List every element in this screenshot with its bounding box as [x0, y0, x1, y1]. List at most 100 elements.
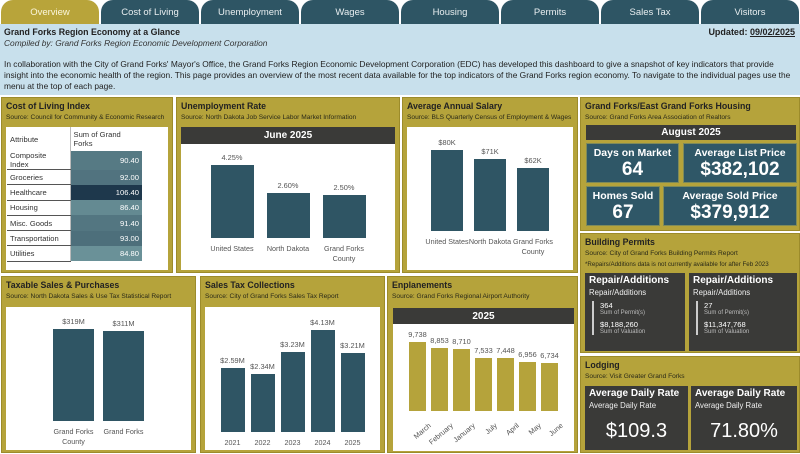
column-header[interactable]: Attribute [7, 127, 71, 151]
tab-wages[interactable]: Wages [301, 0, 399, 24]
unemployment-panel: Unemployment Rate Source: North Dakota J… [176, 97, 400, 273]
data-label: 2.50% [333, 183, 355, 193]
description: In collaboration with the City of Grand … [4, 59, 791, 91]
value-cell: 106.40 [70, 184, 142, 201]
attribute-cell: Healthcare [7, 184, 71, 201]
bar-chart: $2.59M 2021 $2.34M 2022 $3.23M 2023 $4.13M 2024… [205, 314, 380, 447]
bar[interactable] [541, 363, 558, 411]
tab-cost-of-living[interactable]: Cost of Living [101, 0, 199, 24]
period-banner: August 2025 [586, 125, 796, 140]
x-tick-label: 2022 [254, 438, 271, 447]
tile-value: 67 [612, 202, 634, 223]
card-metrics: 27 Sum of Permit(s) $11,347,768 Sum of Valu… [696, 301, 793, 335]
data-label: $71K [481, 147, 499, 157]
table-row: Healthcare 106.40 [7, 184, 142, 201]
x-tick-label: Grand Forks [103, 427, 144, 436]
data-label: $2.59M [220, 356, 245, 366]
updated-date: Updated: 09/02/2025 [708, 27, 795, 38]
enplanements-panel: Enplanements Source: Grand Forks Regiona… [387, 276, 578, 453]
card-subtitle: Average Daily Rate [695, 401, 763, 410]
card-title: Average Daily Rate [695, 388, 786, 399]
panel-source: Source: BLS Quarterly Census of Employme… [407, 114, 572, 121]
salary-panel: Average Annual Salary Source: BLS Quarte… [402, 97, 578, 273]
bar[interactable] [280, 352, 305, 432]
panel-title: Unemployment Rate [181, 101, 267, 111]
data-label: 8,853 [430, 336, 449, 346]
valuation-label: Sum of Valuation [600, 329, 646, 335]
tile-label: Average List Price [694, 147, 786, 159]
period-banner: 2025 [393, 308, 574, 324]
bar[interactable] [250, 374, 275, 432]
x-tick-label: North Dakota [468, 237, 512, 246]
sales-tax-panel: Sales Tax Collections Source: City of Gr… [200, 276, 385, 453]
bar[interactable] [431, 348, 448, 411]
tile-label: Homes Sold [592, 190, 654, 202]
occupancy-card: Average Daily Rate Average Daily Rate 71.8… [691, 386, 797, 450]
x-tick-label: 2024 [314, 438, 331, 447]
x-tick-label: Grand Forks County [53, 427, 94, 446]
valuation-label: Sum of Valuation [704, 329, 750, 335]
panel-source: Source: Visit Greater Grand Forks [585, 373, 685, 380]
tile-value: $379,912 [690, 202, 770, 223]
attribute-cell: Transportation [7, 230, 71, 247]
bar[interactable] [310, 330, 335, 432]
lodging-panel: Lodging Source: Visit Greater Grand Fork… [580, 356, 800, 453]
value-cell: 92.00 [70, 169, 142, 185]
data-label: 9,738 [408, 330, 427, 339]
data-label: 6,734 [540, 351, 559, 361]
table-row: Housing 86.40 [7, 200, 142, 216]
bar[interactable] [453, 349, 470, 411]
panel-source: Source: Grand Forks Regional Airport Aut… [392, 293, 530, 300]
table-row: Composite Index 90.40 [7, 151, 142, 170]
panel-title: Cost of Living Index [6, 101, 91, 111]
x-tick-label: United States [210, 244, 254, 253]
bar[interactable] [519, 361, 536, 411]
taxable-sales-panel: Taxable Sales & Purchases Source: North … [1, 276, 196, 453]
tab-permits[interactable]: Permits [501, 0, 599, 24]
bar[interactable] [103, 331, 144, 421]
panel-title: Building Permits [585, 237, 655, 247]
tab-overview[interactable]: Overview [1, 0, 99, 24]
bar-chart: $80K United States $71K North Dakota $62K Gra… [407, 135, 573, 256]
card-subtitle: Repair/Additions [693, 288, 751, 297]
table-row: Misc. Goods 91.40 [7, 215, 142, 232]
panel-title: Lodging [585, 360, 620, 370]
data-label: $3.21M [340, 340, 365, 350]
tab-sales-tax[interactable]: Sales Tax [601, 0, 699, 24]
valuation-value: $8,188,260 [600, 320, 639, 329]
bar[interactable] [475, 357, 492, 411]
tab-unemployment[interactable]: Unemployment [201, 0, 299, 24]
days-on-market-tile: Days on Market 64 [586, 143, 679, 183]
tile-label: Days on Market [593, 147, 672, 159]
x-tick-label: Grand Forks County [513, 237, 553, 256]
tile-value: 64 [621, 159, 644, 180]
tab-visitors[interactable]: Visitors [701, 0, 799, 24]
panel-title: Enplanements [392, 280, 453, 290]
bar[interactable] [210, 165, 254, 238]
page-title: Grand Forks Region Economy at a Glance [4, 27, 180, 37]
bar-chart: 4.25% United States 2.60% North Dakota 2.50%… [181, 148, 395, 263]
permits-card: Repair/Additions Repair/Additions 27 Sum … [689, 273, 797, 351]
bar[interactable] [53, 329, 94, 421]
value-cell: 93.00 [70, 230, 142, 246]
bar[interactable] [409, 342, 426, 411]
attribute-cell: Composite Index [7, 151, 71, 170]
bar[interactable] [431, 150, 463, 231]
bar[interactable] [474, 159, 506, 231]
tab-housing[interactable]: Housing [401, 0, 499, 24]
bar[interactable] [322, 195, 366, 238]
bar[interactable] [220, 368, 245, 432]
bar[interactable] [340, 352, 365, 432]
x-tick-label: Grand Forks County [324, 244, 364, 263]
bar[interactable] [517, 168, 549, 231]
adr-card: Average Daily Rate Average Daily Rate $109… [585, 386, 688, 450]
bar[interactable] [497, 358, 514, 411]
panel-title: Taxable Sales & Purchases [6, 280, 120, 290]
valuation-value: $11,347,768 [704, 320, 746, 329]
card-metrics: 364 Sum of Permit(s) $8,188,260 Sum of Valu… [592, 301, 681, 335]
updated-value: 09/02/2025 [749, 27, 795, 37]
permits-value: 364 [600, 301, 613, 310]
bar[interactable] [266, 193, 310, 238]
tile-label: Average Sold Price [682, 190, 778, 202]
column-header[interactable]: Sum of Grand Forks [73, 130, 121, 148]
